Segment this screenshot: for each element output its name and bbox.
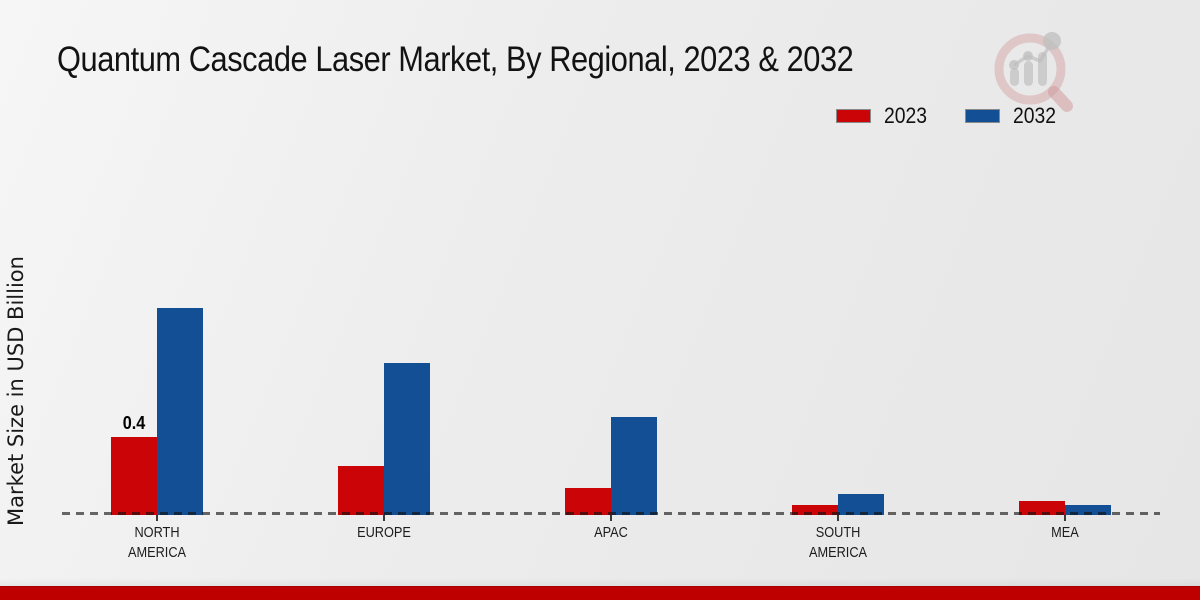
magnifier-bar-chart-logo-icon (994, 32, 1073, 112)
axis-tick-south-america (837, 515, 839, 521)
legend-label-2032: 2032 (1012, 103, 1057, 128)
bar-2032-mea (1065, 505, 1111, 515)
bar-2023-apac (565, 488, 611, 515)
bar-2032-apac (611, 417, 657, 515)
legend-item-2032: 2032 (964, 103, 1062, 129)
bottom-accent-bar (0, 586, 1200, 600)
legend-swatch-2023 (836, 109, 871, 123)
axis-tick-europe (383, 515, 385, 521)
legend-label-2023: 2023 (884, 103, 928, 128)
category-label-mea: MEA (1051, 524, 1079, 541)
legend-swatch-2032 (964, 109, 1000, 123)
bar-2023-north-america (111, 437, 157, 515)
zero-baseline-dashed (62, 512, 1160, 515)
bar-2032-south-america (838, 494, 884, 515)
category-label-south-america: SOUTH AMERICA (808, 524, 868, 561)
category-label-europe: EUROPE (357, 524, 411, 541)
legend-item-2023: 2023 (836, 103, 933, 129)
axis-tick-north-america (156, 515, 158, 521)
axis-tick-apac (610, 515, 612, 521)
bar-value-label-2023-north-america: 0.4 (122, 413, 146, 433)
axis-tick-mea (1064, 515, 1066, 521)
bar-2023-europe (338, 466, 384, 515)
bar-2032-europe (384, 363, 430, 515)
bar-2032-north-america (157, 308, 203, 515)
chart-title: Quantum Cascade Laser Market, By Regiona… (57, 40, 854, 79)
category-label-apac: APAC (594, 524, 628, 541)
bar-2023-south-america (792, 505, 838, 515)
bar-2023-mea (1019, 501, 1065, 515)
legend: 2023 2032 (836, 103, 1062, 129)
category-label-north-america: NORTH AMERICA (127, 524, 187, 561)
bottom-shade (0, 578, 1200, 586)
